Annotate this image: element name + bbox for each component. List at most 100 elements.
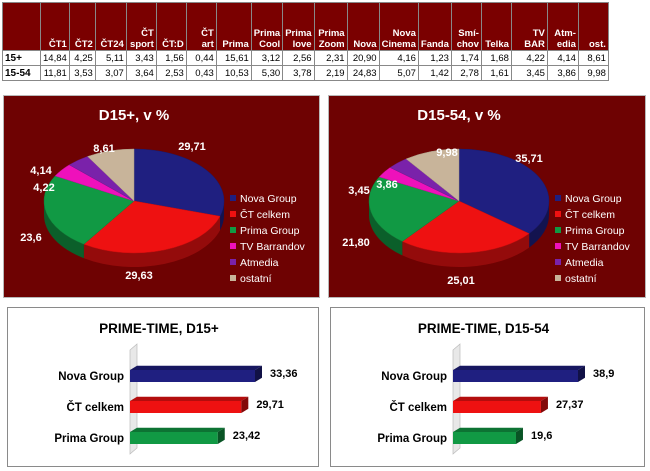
pie-data-label: 9,98	[436, 147, 457, 159]
category-label: Prima Group	[377, 433, 447, 445]
legend-swatch	[555, 211, 561, 217]
column-header: ČT art	[186, 3, 216, 51]
bar-chart-primetime-d15-54: PRIME-TIME, D15-54 Nova Group 38,9 ČT celke…	[330, 307, 645, 467]
table-corner	[3, 3, 41, 51]
pie-data-label: 3,45	[348, 185, 369, 197]
column-header: TV BAR	[511, 3, 547, 51]
legend-swatch	[230, 211, 236, 217]
legend-item: Atmedia	[240, 257, 279, 269]
column-header: Smí-chov	[451, 3, 481, 51]
bar	[453, 366, 585, 382]
table-cell: 1,74	[451, 51, 481, 66]
table-cell: 11,81	[41, 66, 70, 81]
column-header: Prima love	[283, 3, 314, 51]
legend-item: Prima Group	[240, 225, 300, 237]
table-cell: 5,07	[379, 66, 418, 81]
legend-item: ostatní	[565, 273, 597, 285]
table-cell: 3,43	[126, 51, 156, 66]
column-header: ČT:D	[156, 3, 186, 51]
bar	[453, 428, 523, 444]
pie-data-label: 4,22	[33, 182, 54, 194]
pie-chart-d15plus: D15+, v % 29,71 29,63 23,6 4,22 4,14 8,61 Nova …	[3, 95, 320, 298]
chart-title: PRIME-TIME, D15+	[99, 321, 219, 336]
row-label: 15+	[3, 51, 41, 66]
table-cell: 2,31	[314, 51, 347, 66]
pie-data-label: 4,14	[30, 165, 52, 177]
category-label: Nova Group	[381, 371, 447, 383]
legend-swatch	[230, 195, 236, 201]
pie-data-label: 21,80	[342, 237, 370, 249]
column-header: ČT1	[41, 3, 70, 51]
table-cell: 0,43	[186, 66, 216, 81]
bar-value-label: 23,42	[233, 430, 261, 442]
share-table: ČT1 ČT2 ČT24 ČT sport ČT:D ČT art Prima Prima C…	[2, 2, 609, 81]
table-cell: 24,83	[347, 66, 379, 81]
bar	[130, 366, 262, 382]
table-cell: 15,61	[216, 51, 251, 66]
table-cell: 4,25	[69, 51, 95, 66]
legend-item: ČT celkem	[240, 208, 290, 221]
bar-value-label: 19,6	[531, 430, 552, 442]
legend-item: Nova Group	[240, 193, 297, 205]
table-cell: 3,64	[126, 66, 156, 81]
category-label: ČT celkem	[66, 401, 124, 414]
table-cell: 3,07	[95, 66, 126, 81]
bar-value-label: 29,71	[256, 399, 284, 411]
column-header: ČT sport	[126, 3, 156, 51]
table-cell: 1,61	[481, 66, 511, 81]
column-header: Prima	[216, 3, 251, 51]
legend-swatch	[555, 227, 561, 233]
table-cell: 4,22	[511, 51, 547, 66]
table-cell: 5,11	[95, 51, 126, 66]
column-header: Prima Zoom	[314, 3, 347, 51]
table-cell: 3,45	[511, 66, 547, 81]
pie-data-label: 3,86	[376, 179, 397, 191]
legend-item: Prima Group	[565, 225, 625, 237]
legend-item: TV Barrandov	[565, 241, 631, 253]
category-label: ČT celkem	[389, 401, 447, 414]
legend-swatch	[555, 275, 561, 281]
legend-swatch	[230, 227, 236, 233]
column-header: Nova Cinema	[379, 3, 418, 51]
table-cell: 3,12	[251, 51, 282, 66]
table-cell: 3,53	[69, 66, 95, 81]
column-header: ČT2	[69, 3, 95, 51]
legend-swatch	[230, 243, 236, 249]
legend-swatch	[555, 259, 561, 265]
bar	[453, 397, 548, 413]
legend-item: ČT celkem	[565, 208, 615, 221]
table-cell: 2,19	[314, 66, 347, 81]
column-header: Fanda	[418, 3, 451, 51]
table-cell: 10,53	[216, 66, 251, 81]
bar	[130, 428, 225, 444]
legend-item: Nova Group	[565, 193, 622, 205]
column-header: Atm-edia	[547, 3, 578, 51]
pie-data-label: 29,63	[125, 270, 153, 282]
column-header: Telka	[481, 3, 511, 51]
table-cell: 4,16	[379, 51, 418, 66]
category-label: Nova Group	[58, 371, 124, 383]
category-label: Prima Group	[54, 433, 124, 445]
chart-title: PRIME-TIME, D15-54	[418, 321, 550, 336]
table-cell: 2,53	[156, 66, 186, 81]
table-cell: 1,42	[418, 66, 451, 81]
table-cell: 1,68	[481, 51, 511, 66]
pie-data-label: 8,61	[93, 143, 114, 155]
pie-data-label: 29,71	[178, 141, 206, 153]
column-header: Prima Cool	[251, 3, 282, 51]
legend-swatch	[230, 259, 236, 265]
table-cell: 1,23	[418, 51, 451, 66]
legend-swatch	[230, 275, 236, 281]
table-cell: 2,78	[451, 66, 481, 81]
legend-item: ostatní	[240, 273, 272, 285]
table-cell: 20,90	[347, 51, 379, 66]
table-cell: 2,56	[283, 51, 314, 66]
legend-swatch	[555, 195, 561, 201]
legend-item: TV Barrandov	[240, 241, 306, 253]
table-cell: 9,98	[578, 66, 608, 81]
column-header: ost.	[578, 3, 608, 51]
bar-value-label: 38,9	[593, 368, 614, 380]
table-cell: 1,56	[156, 51, 186, 66]
table-cell: 3,78	[283, 66, 314, 81]
column-header: Nova	[347, 3, 379, 51]
